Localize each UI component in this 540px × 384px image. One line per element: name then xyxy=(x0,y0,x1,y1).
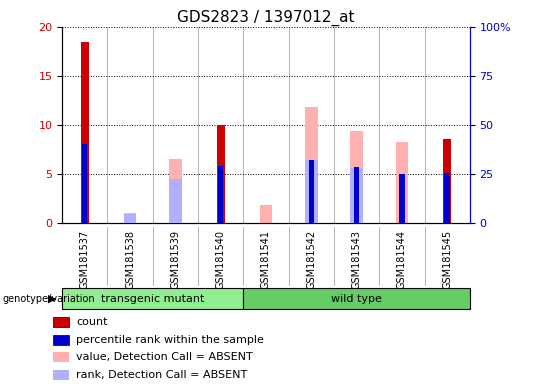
Text: GSM181543: GSM181543 xyxy=(352,230,362,288)
Bar xyxy=(124,214,137,223)
Text: transgenic mutant: transgenic mutant xyxy=(101,293,204,304)
Bar xyxy=(305,107,318,223)
Bar xyxy=(82,144,87,223)
Bar xyxy=(350,131,363,223)
Bar xyxy=(308,160,314,223)
Bar xyxy=(62,288,244,309)
Text: GSM181541: GSM181541 xyxy=(261,230,271,288)
Text: count: count xyxy=(77,317,108,327)
Bar xyxy=(169,179,181,223)
Text: GSM181538: GSM181538 xyxy=(125,230,135,288)
Text: rank, Detection Call = ABSENT: rank, Detection Call = ABSENT xyxy=(77,370,248,380)
Bar xyxy=(350,168,363,223)
Bar xyxy=(53,334,69,344)
Text: GSM181540: GSM181540 xyxy=(215,230,226,288)
Text: value, Detection Call = ABSENT: value, Detection Call = ABSENT xyxy=(77,353,253,362)
Text: genotype/variation: genotype/variation xyxy=(3,293,96,304)
Text: GSM181542: GSM181542 xyxy=(306,230,316,289)
Bar xyxy=(53,353,69,362)
Bar xyxy=(443,139,451,223)
Bar xyxy=(260,205,272,223)
Bar xyxy=(53,317,69,327)
Text: wild type: wild type xyxy=(331,293,382,304)
Text: GSM181537: GSM181537 xyxy=(80,230,90,289)
Bar xyxy=(124,213,137,223)
Text: GSM181544: GSM181544 xyxy=(397,230,407,288)
Text: GSM181539: GSM181539 xyxy=(170,230,180,288)
Title: GDS2823 / 1397012_at: GDS2823 / 1397012_at xyxy=(177,9,355,25)
Bar xyxy=(395,142,408,223)
Bar xyxy=(305,160,318,223)
Bar xyxy=(354,167,359,223)
Text: ▶: ▶ xyxy=(48,293,57,304)
Bar xyxy=(169,159,181,223)
Bar xyxy=(53,370,69,380)
Bar xyxy=(444,173,450,223)
Bar xyxy=(399,174,404,223)
Bar xyxy=(217,125,225,223)
Bar xyxy=(80,41,89,223)
Text: percentile rank within the sample: percentile rank within the sample xyxy=(77,334,265,344)
Bar xyxy=(218,166,224,223)
Text: GSM181545: GSM181545 xyxy=(442,230,452,289)
Bar xyxy=(244,288,470,309)
